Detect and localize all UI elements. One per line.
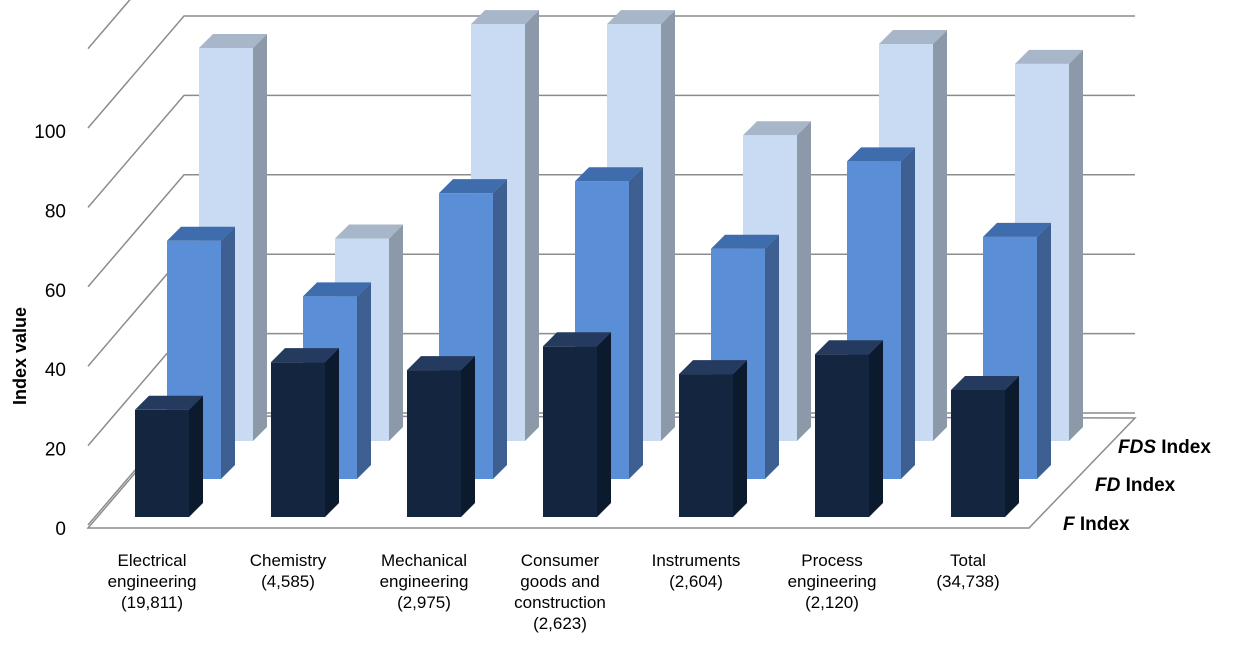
bar — [407, 356, 475, 517]
y-tick-label: 60 — [45, 281, 66, 302]
bar-side — [797, 121, 811, 441]
bar-front — [815, 354, 869, 517]
y-tick-label: 40 — [45, 360, 66, 381]
bar-side — [597, 332, 611, 517]
bar-side — [493, 179, 507, 479]
bar-top — [271, 348, 339, 363]
bar-top — [815, 340, 883, 355]
series-label: F Index — [1063, 514, 1130, 535]
bar-side — [461, 356, 475, 517]
gridline — [87, 15, 1135, 129]
bar-side — [253, 33, 267, 441]
y-tick-labels: 0 20 40 60 80 100 — [34, 122, 66, 540]
bar-side — [629, 167, 643, 479]
bar-top — [543, 332, 611, 347]
category-label: Consumer goods and construction (2,623) — [514, 551, 606, 633]
bar-side — [357, 282, 371, 479]
bar-side — [1069, 49, 1083, 441]
y-tick-label: 0 — [55, 519, 66, 540]
bar-side — [525, 10, 539, 442]
bar-side — [869, 340, 883, 517]
bar — [135, 395, 203, 517]
category-label: Chemistry (4,585) — [250, 551, 327, 591]
bar-top — [407, 356, 475, 371]
bar-side — [733, 360, 747, 517]
bar-side — [325, 348, 339, 517]
bar-top — [471, 10, 539, 25]
bar-side — [389, 224, 403, 441]
bar-top — [135, 395, 203, 410]
bar — [543, 332, 611, 517]
bar-top — [1015, 49, 1083, 64]
bar-front — [135, 409, 189, 517]
bar-top — [199, 33, 267, 48]
bar — [815, 340, 883, 517]
category-label: Electrical engineering (19,811) — [108, 551, 197, 612]
bar-top — [983, 222, 1051, 237]
category-label: Process engineering (2,120) — [788, 551, 877, 612]
bar-side — [661, 10, 675, 442]
gridline — [87, 94, 1135, 208]
bar-side — [765, 234, 779, 479]
bar — [271, 348, 339, 517]
bar-side — [189, 395, 203, 517]
bar-top — [575, 167, 643, 182]
y-tick-label: 100 — [34, 122, 66, 143]
bar-front — [271, 362, 325, 517]
bar-top — [607, 10, 675, 25]
bars — [135, 10, 1083, 517]
bar-side — [221, 226, 235, 479]
gridline — [87, 174, 1135, 288]
bar-top — [335, 224, 403, 239]
series-label: FDS Index — [1118, 437, 1211, 458]
bar — [679, 360, 747, 517]
bar-top — [711, 234, 779, 249]
category-label: Instruments (2,604) — [652, 551, 741, 591]
bar-top — [167, 226, 235, 241]
y-tick-label: 20 — [45, 440, 66, 461]
bar-front — [951, 389, 1005, 517]
bar-top — [951, 375, 1019, 390]
bar-top — [439, 179, 507, 194]
bar-top — [743, 121, 811, 136]
bar-side — [1037, 222, 1051, 479]
bar — [951, 375, 1019, 517]
bar-top — [679, 360, 747, 375]
category-label: Total (34,738) — [936, 551, 999, 591]
bar-top — [303, 282, 371, 297]
series-labels: F Index FD Index FDS Index — [1063, 437, 1211, 535]
bar-side — [901, 147, 915, 479]
bar-front — [679, 374, 733, 517]
y-tick-label: 80 — [45, 201, 66, 222]
gridline — [87, 0, 131, 50]
bar-top — [879, 30, 947, 44]
category-label: Mechanical engineering (2,975) — [380, 551, 469, 612]
bar-front — [543, 346, 597, 517]
y-axis-label: Index value — [10, 307, 30, 405]
bar-front — [407, 370, 461, 517]
series-label: FD Index — [1095, 475, 1176, 496]
bar-top — [847, 147, 915, 162]
bar-side — [1005, 375, 1019, 517]
bar-side — [933, 30, 947, 441]
category-labels: Electrical engineering (19,811) Chemistry (4… — [108, 551, 1000, 633]
